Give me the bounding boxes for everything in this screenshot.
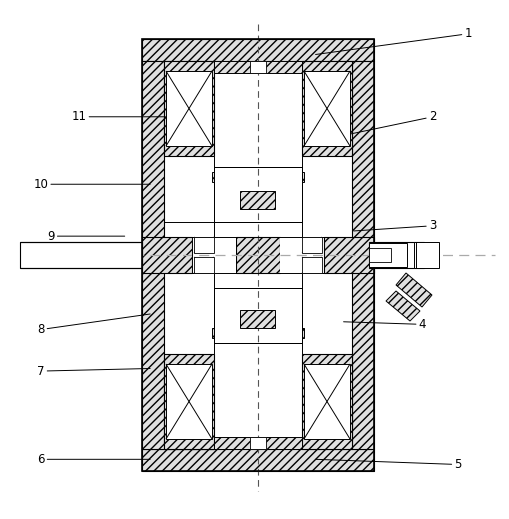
Bar xyxy=(194,237,214,253)
Text: 2: 2 xyxy=(333,110,436,138)
Bar xyxy=(369,248,391,262)
Bar xyxy=(352,61,374,241)
Bar xyxy=(142,237,192,273)
Text: 1: 1 xyxy=(316,27,472,54)
Text: 8: 8 xyxy=(37,314,150,336)
Text: 10: 10 xyxy=(33,177,150,191)
Bar xyxy=(250,61,266,73)
Bar xyxy=(240,310,275,328)
Bar xyxy=(164,61,214,156)
Text: 5: 5 xyxy=(316,458,462,471)
Bar xyxy=(214,61,302,73)
Bar xyxy=(192,237,236,273)
Bar xyxy=(194,257,214,273)
Bar xyxy=(212,172,304,182)
Bar xyxy=(352,269,374,449)
Bar xyxy=(369,242,424,268)
Bar xyxy=(214,437,302,449)
Bar xyxy=(414,242,439,268)
Bar xyxy=(250,437,266,449)
Bar xyxy=(142,39,374,61)
Text: 11: 11 xyxy=(71,110,165,124)
Bar xyxy=(166,71,212,146)
Bar xyxy=(166,364,212,439)
Bar xyxy=(236,237,280,273)
Text: 4: 4 xyxy=(344,318,426,331)
Bar xyxy=(302,354,352,449)
Bar xyxy=(20,242,142,268)
Polygon shape xyxy=(386,291,420,321)
Bar xyxy=(302,61,352,156)
Bar xyxy=(280,237,302,273)
Bar xyxy=(369,243,407,267)
Bar xyxy=(302,237,322,253)
Text: 7: 7 xyxy=(37,364,150,378)
Bar xyxy=(142,269,164,449)
Bar xyxy=(142,449,374,471)
Text: 9: 9 xyxy=(47,229,125,243)
Bar xyxy=(142,39,374,471)
Bar xyxy=(240,191,275,209)
Bar xyxy=(304,364,350,439)
Bar xyxy=(302,257,322,273)
Polygon shape xyxy=(396,273,432,307)
Bar xyxy=(304,71,350,146)
Text: 3: 3 xyxy=(354,219,436,233)
Bar xyxy=(142,61,164,241)
Bar xyxy=(324,237,374,273)
Bar xyxy=(212,328,304,338)
Bar xyxy=(214,288,302,343)
Bar xyxy=(164,354,214,449)
Text: 6: 6 xyxy=(37,453,150,466)
Bar xyxy=(214,167,302,222)
